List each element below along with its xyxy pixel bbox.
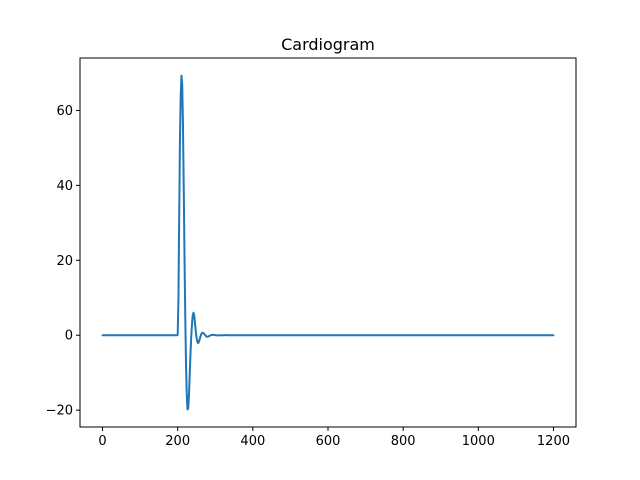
- x-tick-label: 1200: [537, 434, 570, 449]
- x-tick-label: 200: [165, 434, 190, 449]
- y-tick-label: 0: [65, 329, 73, 344]
- y-tick-label: 20: [56, 254, 73, 269]
- series-line-0: [101, 74, 555, 411]
- x-tick-label: 1000: [462, 434, 495, 449]
- x-tick-label: 800: [391, 434, 416, 449]
- y-tick-label: 40: [56, 179, 73, 194]
- y-tick-label: 60: [56, 104, 73, 119]
- x-tick-label: 400: [240, 434, 265, 449]
- chart-title: Cardiogram: [281, 35, 375, 54]
- axes-frame: [79, 57, 577, 428]
- x-tick-label: 600: [316, 434, 341, 449]
- plot-area: 0 200 400 600 800 1000 1200 −20 0 20 40 60: [46, 57, 577, 449]
- x-tick-label: 0: [98, 434, 106, 449]
- y-tick-label: −20: [46, 404, 73, 419]
